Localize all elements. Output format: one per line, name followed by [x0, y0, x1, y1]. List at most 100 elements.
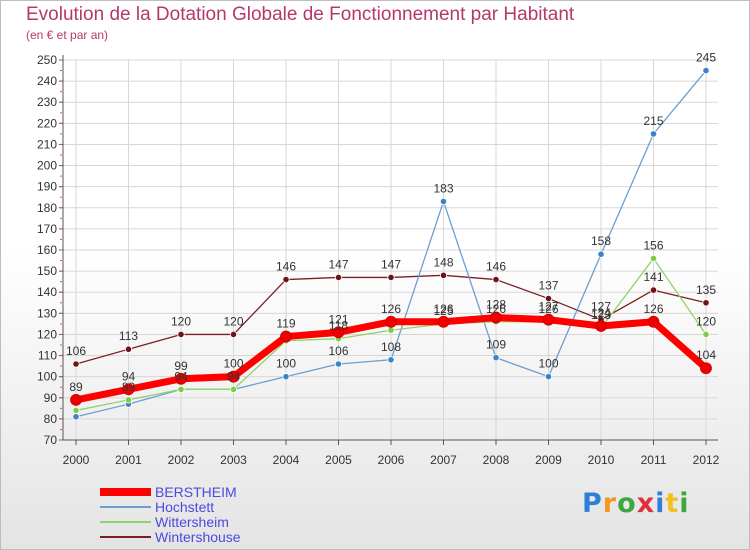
data-label-wintershouse: 147: [328, 257, 348, 271]
data-label-hochstett: 100: [538, 357, 558, 371]
x-tick-label: 2003: [220, 453, 247, 467]
point-hochstett: [492, 354, 500, 362]
point-berstheim: [385, 315, 397, 328]
data-label-berstheim: 124: [591, 306, 611, 320]
y-tick-label: 130: [37, 306, 57, 320]
x-tick-label: 2008: [483, 453, 510, 467]
grid-lines: [63, 59, 718, 441]
legend-label-hochstett: Hochstett: [155, 499, 214, 515]
data-label-berstheim: 94: [122, 369, 136, 383]
point-berstheim: [280, 330, 292, 343]
logo-letter: i: [655, 488, 666, 519]
data-label-hochstett: 158: [591, 234, 611, 248]
legend-label-berstheim: BERSTHEIM: [155, 484, 237, 500]
point-wintershouse: [492, 275, 500, 284]
data-labels: 106 113 120 120 146 147 147 148 146 137 127 141 135 1…: [66, 51, 716, 394]
data-label-wittersheim: 94: [227, 369, 241, 383]
data-label-wintershouse: 147: [381, 257, 401, 271]
point-berstheim: [700, 362, 712, 375]
data-label-hochstett: 100: [276, 357, 296, 371]
y-tick-label: 80: [44, 412, 58, 426]
legend-label-wittersheim: Wittersheim: [155, 514, 229, 530]
point-wittersheim: [387, 326, 395, 334]
data-label-hochstett: 183: [433, 181, 453, 195]
data-label-wittersheim: 125: [433, 304, 453, 318]
logo-letter: r: [602, 488, 618, 519]
point-berstheim: [70, 393, 82, 406]
data-label-wintershouse: 146: [486, 260, 506, 274]
point-berstheim: [595, 320, 607, 332]
x-tick-label: 2012: [693, 453, 720, 467]
point-hochstett: [544, 373, 553, 381]
data-label-hochstett: 245: [696, 51, 716, 65]
point-berstheim: [542, 313, 555, 326]
proxiti-logo: Proxiti: [582, 488, 690, 519]
point-wittersheim: [72, 406, 80, 415]
data-label-berstheim: 121: [328, 312, 348, 326]
y-tick-label: 190: [37, 180, 57, 194]
legend-label-wintershouse: Wintershouse: [155, 529, 241, 545]
point-wittersheim: [649, 254, 658, 263]
data-label-wittersheim: 123: [591, 308, 611, 322]
point-hochstett: [702, 66, 710, 75]
data-label-wintershouse: 141: [643, 270, 663, 284]
y-tick-label: 160: [37, 243, 57, 257]
point-wintershouse: [439, 271, 448, 279]
data-label-wittersheim: 94: [174, 369, 188, 383]
data-label-wittersheim: 126: [486, 302, 506, 316]
point-wintershouse: [124, 345, 133, 353]
y-tick-label: 150: [37, 264, 57, 278]
logo-letter: t: [665, 488, 680, 519]
data-label-wintershouse: 120: [171, 314, 191, 328]
data-label-wintershouse: 135: [696, 283, 716, 297]
point-hochstett: [334, 360, 343, 368]
y-tick-label: 120: [37, 327, 57, 341]
point-wintershouse: [544, 294, 553, 303]
point-berstheim: [227, 370, 240, 383]
data-label-berstheim: 100: [223, 357, 243, 371]
logo-letter: x: [636, 488, 656, 519]
y-tick-label: 70: [44, 433, 58, 447]
y-tick-label: 90: [44, 391, 58, 405]
data-label-wittersheim: 120: [696, 314, 716, 328]
x-tick-label: 2009: [535, 453, 562, 467]
y-tick-label: 230: [37, 95, 57, 109]
y-tick-label: 200: [37, 159, 57, 173]
y-tick-label: 180: [37, 201, 57, 215]
data-label-wintershouse: 146: [276, 260, 296, 274]
x-tick-label: 2000: [63, 453, 90, 467]
data-label-berstheim: 126: [433, 302, 453, 316]
point-wintershouse: [177, 330, 185, 339]
point-hochstett: [282, 373, 290, 381]
y-tick-label: 140: [37, 285, 57, 299]
point-wittersheim: [702, 330, 710, 339]
data-label-wintershouse: 120: [223, 314, 243, 328]
y-tick-label: 100: [37, 370, 57, 384]
data-label-berstheim: 126: [381, 302, 401, 316]
y-tick-label: 220: [37, 116, 57, 130]
legend: BERSTHEIMHochstettWittersheimWintershous…: [100, 484, 241, 545]
data-label-wintershouse: 106: [66, 344, 86, 358]
point-hochstett: [72, 413, 80, 421]
data-label-berstheim: 89: [69, 380, 83, 394]
y-tick-label: 170: [37, 222, 57, 236]
x-tick-label: 2005: [325, 453, 352, 467]
logo-letter: o: [617, 488, 637, 519]
y-tick-label: 250: [37, 53, 57, 67]
point-hochstett: [387, 356, 395, 364]
point-berstheim: [647, 315, 660, 328]
data-label-berstheim: 119: [276, 317, 295, 331]
point-wittersheim: [177, 385, 185, 393]
chart-subtitle: (en € et par an): [26, 28, 109, 42]
chart-title: Evolution de la Dotation Globale de Fonc…: [26, 4, 575, 25]
point-wittersheim: [124, 396, 133, 404]
data-label-hochstett: 108: [381, 340, 401, 354]
data-label-berstheim: 126: [643, 302, 663, 316]
point-wittersheim: [229, 385, 238, 393]
point-wintershouse: [72, 360, 80, 368]
x-tick-label: 2006: [378, 453, 405, 467]
data-label-wintershouse: 127: [591, 300, 611, 314]
point-wintershouse: [334, 273, 343, 282]
x-tick-label: 2002: [168, 453, 195, 467]
